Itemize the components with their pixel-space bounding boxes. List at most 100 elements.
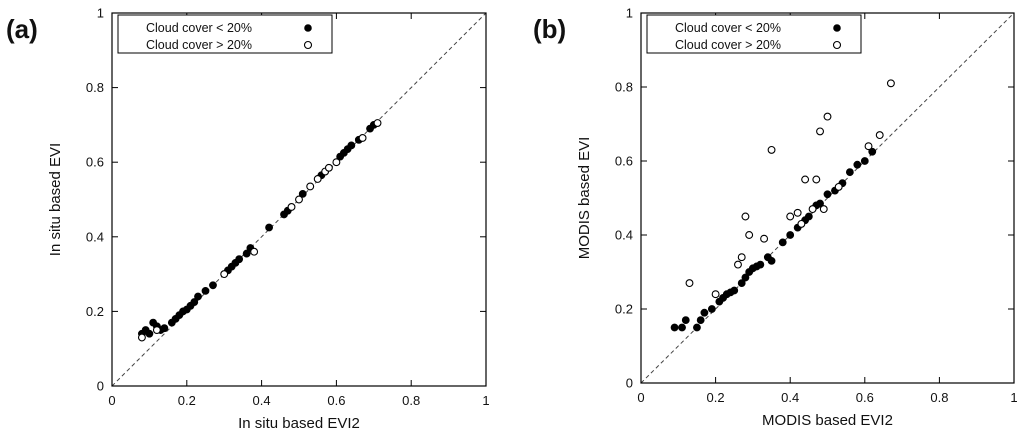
point-cloud-gt20 [812,175,821,184]
point-cloud-gt20 [760,234,769,243]
legend-entry: Cloud cover > 20% [675,38,781,52]
y-tick-label: 1 [626,6,633,21]
point-cloud-gt20 [685,279,694,288]
point-cloud-lt20 [190,298,199,306]
plot-frame [640,12,1015,384]
point-cloud-lt20 [737,279,746,287]
point-cloud-lt20 [804,212,813,221]
point-cloud-gt20 [306,182,315,191]
point-cloud-lt20 [347,141,356,150]
point-cloud-lt20 [693,323,701,332]
point-cloud-lt20 [242,249,251,258]
point-cloud-lt20 [160,324,169,333]
point-cloud-lt20 [707,305,716,313]
point-cloud-gt20 [823,112,832,121]
x-tick-label: 0.6 [856,390,874,405]
point-cloud-lt20 [853,160,862,169]
y-tick-label: 0.6 [615,154,633,169]
point-cloud-gt20 [816,127,824,136]
point-cloud-lt20 [778,238,787,247]
plot-frame [111,12,487,387]
point-cloud-lt20 [201,286,210,295]
point-cloud-gt20 [250,247,259,256]
point-cloud-lt20 [730,286,739,295]
x-tick-label: 0.4 [253,393,271,408]
point-cloud-lt20 [860,157,869,165]
point-cloud-lt20 [767,256,776,265]
point-cloud-lt20 [700,308,709,317]
y-tick-label: 0.2 [86,304,104,319]
point-cloud-gt20 [332,158,341,167]
x-tick-label: 0 [637,390,644,405]
x-tick-label: 1 [482,393,489,408]
y-axis-label: In situ based EVI [47,143,64,256]
point-cloud-gt20 [358,134,367,142]
legend-entry: Cloud cover < 20% [146,21,252,35]
point-cloud-lt20 [209,281,217,290]
point-cloud-lt20 [816,199,824,208]
y-tick-label: 1 [97,6,104,21]
point-cloud-gt20 [801,175,810,184]
point-cloud-gt20 [741,212,750,221]
point-cloud-lt20 [298,190,307,198]
point-cloud-gt20 [786,212,795,221]
point-cloud-lt20 [845,168,854,176]
point-cloud-gt20 [819,205,828,214]
point-cloud-lt20 [194,292,202,301]
point-cloud-lt20 [741,273,750,282]
legend-marker-open [303,40,313,50]
point-cloud-gt20 [137,333,146,342]
point-cloud-gt20 [152,326,161,334]
x-axis-label: MODIS based EVI2 [762,412,893,429]
point-cloud-gt20 [711,290,720,299]
y-tick-label: 0.4 [615,228,633,243]
point-cloud-gt20 [745,231,754,239]
point-cloud-gt20 [295,195,303,204]
point-cloud-gt20 [313,175,322,183]
y-tick-label: 0.8 [86,80,104,95]
y-tick-label: 0 [626,376,633,391]
point-cloud-gt20 [734,260,742,269]
point-cloud-gt20 [834,182,843,191]
point-cloud-lt20 [681,316,690,324]
point-cloud-gt20 [864,142,873,151]
point-cloud-lt20 [823,190,832,199]
point-cloud-lt20 [756,260,765,269]
point-cloud-lt20 [670,323,679,332]
legend: Cloud cover < 20% Cloud cover > 20% [646,14,862,54]
x-tick-label: 0 [108,393,115,408]
point-cloud-gt20 [737,253,746,262]
panel-label: (b) [533,14,566,44]
legend-marker-filled [833,24,841,32]
point-cloud-gt20 [324,163,333,172]
legend-entry: Cloud cover < 20% [675,21,781,35]
point-cloud-lt20 [235,255,244,264]
point-cloud-gt20 [373,119,382,127]
point-cloud-lt20 [678,323,686,332]
legend-marker-open [832,40,842,50]
legend: Cloud cover < 20% Cloud cover > 20% [117,14,333,54]
point-cloud-gt20 [793,208,802,217]
legend-marker-filled [304,24,312,32]
x-tick-label: 1 [1010,390,1017,405]
y-tick-label: 0.6 [86,155,104,170]
point-cloud-lt20 [265,223,273,232]
y-axis-label: MODIS based EVI [576,137,593,260]
y-tick-label: 0.2 [615,302,633,317]
x-tick-label: 0.2 [178,393,196,408]
x-tick-label: 0.4 [781,390,799,405]
point-cloud-gt20 [287,203,296,211]
y-tick-label: 0 [97,379,104,394]
x-tick-label: 0.8 [930,390,948,405]
x-tick-label: 0.8 [402,393,420,408]
x-tick-label: 0.2 [707,390,725,405]
y-tick-label: 0.4 [86,229,104,244]
legend-box [646,14,862,54]
point-cloud-lt20 [868,147,877,156]
legend-box [117,14,333,54]
point-cloud-gt20 [220,270,229,279]
point-cloud-gt20 [797,219,806,228]
point-cloud-gt20 [808,205,817,214]
legend-entry: Cloud cover > 20% [146,38,252,52]
point-cloud-lt20 [696,316,705,324]
